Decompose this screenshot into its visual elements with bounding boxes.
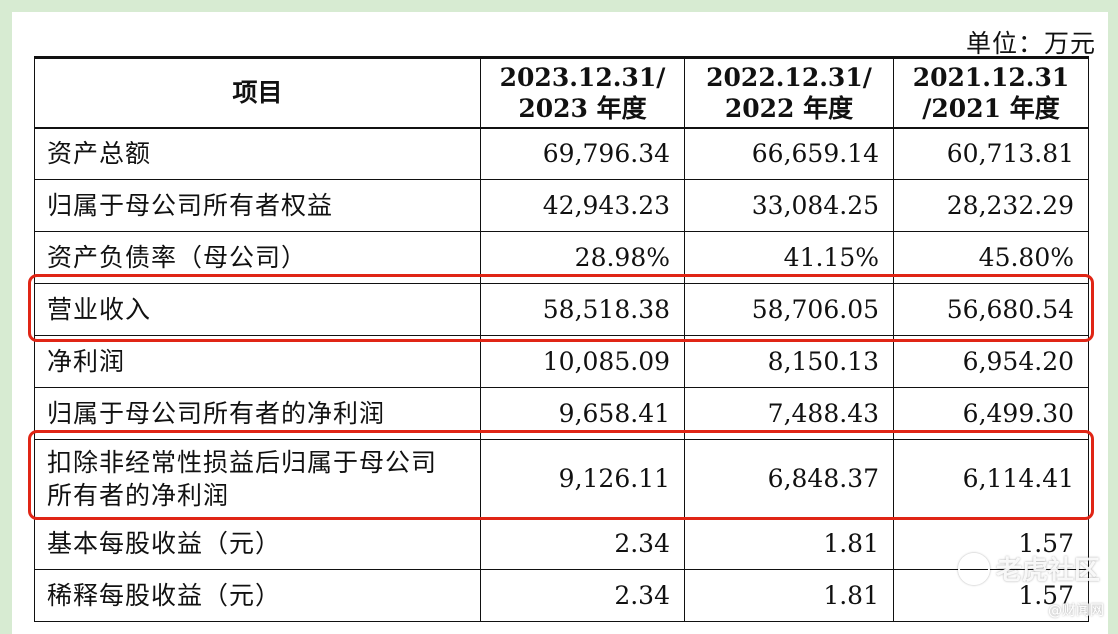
document-page: 单位：万元 项目 2023.12.31/ 2023 年度 2022.12.31/… [12, 12, 1108, 634]
row-label: 稀释每股收益（元） [34, 569, 481, 622]
row-label: 资产总额 [34, 127, 481, 180]
value-2021: 56,680.54 [893, 283, 1089, 336]
value-2022: 33,084.25 [684, 179, 894, 232]
value-2023: 2.34 [480, 569, 685, 622]
value-2022: 6,848.37 [684, 439, 894, 518]
value-2023: 9,658.41 [480, 387, 685, 440]
value-2022: 1.81 [684, 569, 894, 622]
header-2022: 2022.12.31/ 2022 年度 [684, 56, 894, 129]
value-2021: 28,232.29 [893, 179, 1089, 232]
table-row-revenue: 营业收入 58,518.38 58,706.05 56,680.54 [34, 283, 1089, 336]
row-label: 净利润 [34, 335, 481, 388]
header-2023: 2023.12.31/ 2023 年度 [480, 56, 685, 129]
row-label: 归属于母公司所有者的净利润 [34, 387, 481, 440]
header-2021-line2: /2021 年度 [922, 93, 1060, 123]
value-2021: 45.80% [893, 231, 1089, 284]
row-label: 基本每股收益（元） [34, 517, 481, 570]
value-2023: 10,085.09 [480, 335, 685, 388]
table-header-row: 项目 2023.12.31/ 2023 年度 2022.12.31/ 2022 … [34, 56, 1089, 129]
value-2022: 1.81 [684, 517, 894, 570]
header-item: 项目 [34, 56, 481, 129]
value-2021: 1.57 [893, 569, 1089, 622]
watermark: 老虎社区 [957, 550, 1100, 587]
value-2021: 6,114.41 [893, 439, 1089, 518]
value-2022: 8,150.13 [684, 335, 894, 388]
table-row: 归属于母公司所有者的净利润 9,658.41 7,488.43 6,499.30 [34, 387, 1089, 440]
row-label: 扣除非经常性损益后归属于母公司 所有者的净利润 [34, 439, 481, 518]
header-2023-line2: 2023 年度 [518, 93, 647, 123]
source-credit: @财闻网 [1048, 603, 1104, 619]
header-2022-line1: 2022.12.31/ [706, 62, 872, 92]
table-row: 资产总额 69,796.34 66,659.14 60,713.81 [34, 127, 1089, 180]
table-row: 资产负债率（母公司） 28.98% 41.15% 45.80% [34, 231, 1089, 284]
watermark-text: 老虎社区 [995, 556, 1100, 586]
row-label: 资产负债率（母公司） [34, 231, 481, 284]
table-row: 归属于母公司所有者权益 42,943.23 33,084.25 28,232.2… [34, 179, 1089, 232]
tiger-logo-icon [957, 552, 990, 585]
value-2021: 1.57 [893, 517, 1089, 570]
header-2023-line1: 2023.12.31/ [499, 62, 666, 92]
row-label-line2: 所有者的净利润 [47, 480, 230, 510]
header-2021: 2021.12.31 /2021 年度 [893, 56, 1089, 129]
header-2022-line2: 2022 年度 [724, 93, 854, 123]
header-2021-line1: 2021.12.31 [912, 62, 1070, 92]
value-2023: 28.98% [480, 231, 685, 284]
value-2023: 2.34 [480, 517, 685, 570]
table-row: 稀释每股收益（元） 2.34 1.81 1.57 [34, 569, 1089, 622]
table-row-deducted-net-profit: 扣除非经常性损益后归属于母公司 所有者的净利润 9,126.11 6,848.3… [34, 439, 1089, 518]
row-label: 归属于母公司所有者权益 [34, 179, 481, 232]
value-2023: 9,126.11 [480, 439, 685, 518]
value-2021: 60,713.81 [893, 127, 1089, 180]
table-row: 净利润 10,085.09 8,150.13 6,954.20 [34, 335, 1089, 388]
unit-label: 单位：万元 [965, 29, 1096, 58]
value-2023: 42,943.23 [480, 179, 685, 232]
value-2022: 41.15% [684, 231, 894, 284]
value-2023: 58,518.38 [480, 283, 685, 336]
row-label: 营业收入 [34, 283, 481, 336]
value-2022: 58,706.05 [684, 283, 894, 336]
table-row: 基本每股收益（元） 2.34 1.81 1.57 [34, 517, 1089, 570]
value-2021: 6,954.20 [893, 335, 1089, 388]
financial-table: 项目 2023.12.31/ 2023 年度 2022.12.31/ 2022 … [34, 56, 1089, 622]
row-label-line1: 扣除非经常性损益后归属于母公司 [47, 447, 438, 477]
value-2021: 6,499.30 [893, 387, 1089, 440]
value-2022: 66,659.14 [684, 127, 894, 180]
value-2023: 69,796.34 [480, 127, 685, 180]
value-2022: 7,488.43 [684, 387, 894, 440]
